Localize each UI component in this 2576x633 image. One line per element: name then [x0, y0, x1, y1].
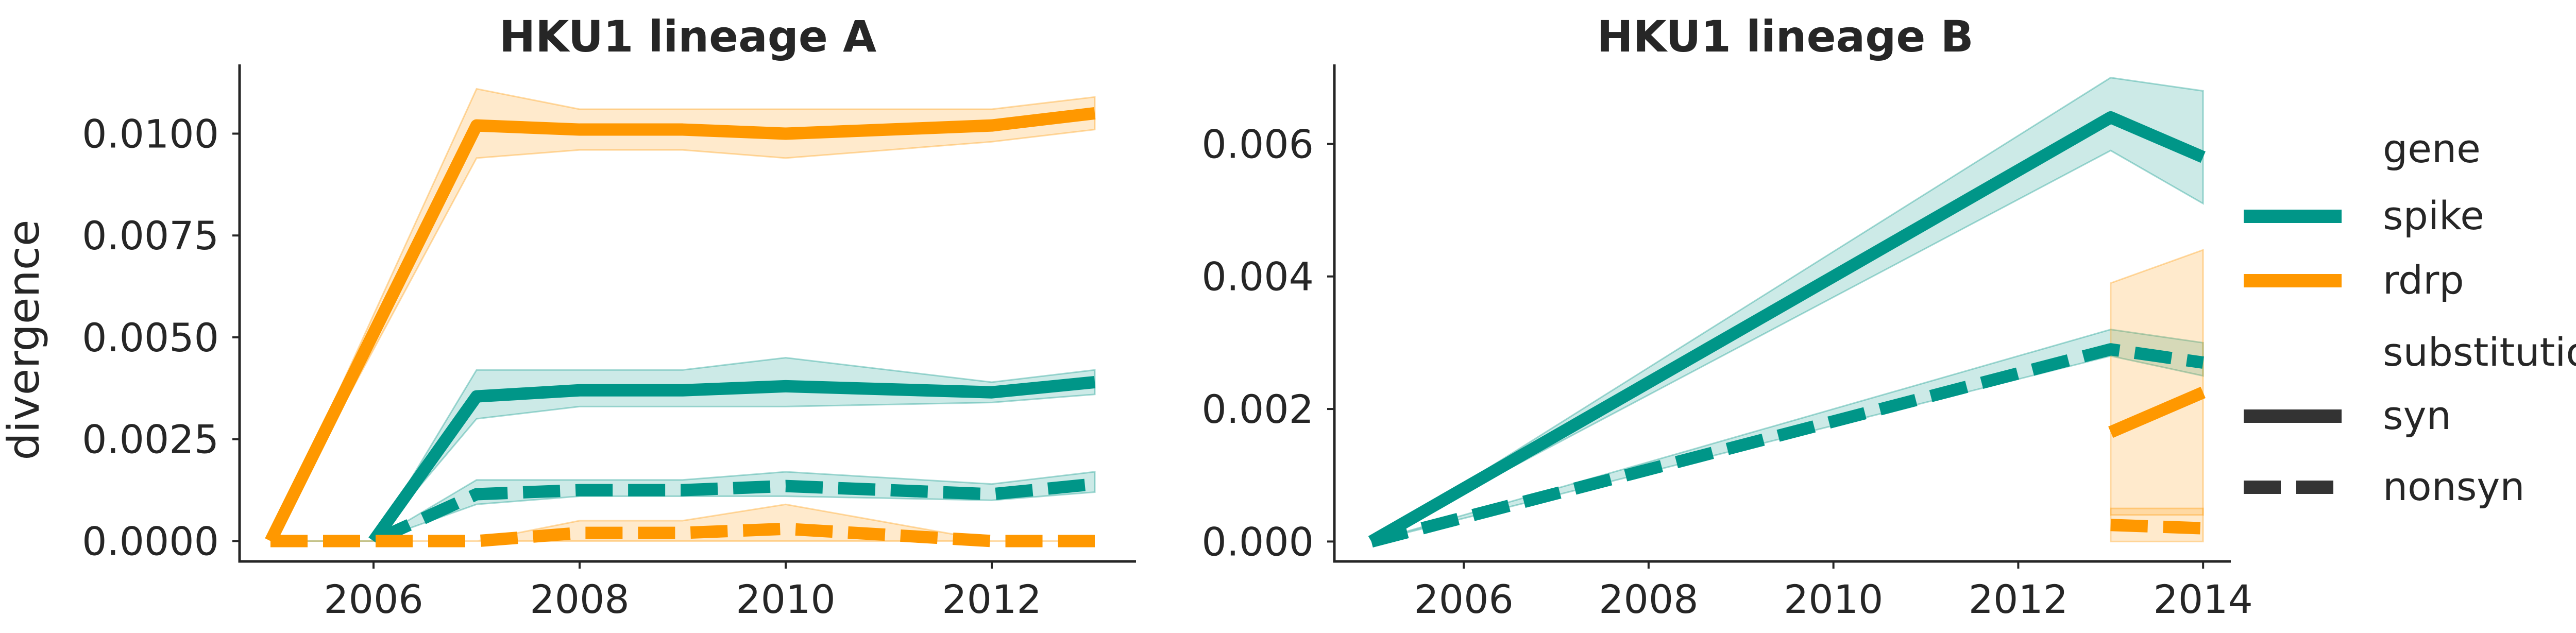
- series-line-spike-nonsyn: [1369, 343, 2204, 548]
- panel-lineage-a: HKU1 lineage A divergence 2006 2008 2010 20…: [0, 11, 1136, 622]
- ticks-lineage-a: 2006 2008 2010 2012 0.0000 0.0025 0.0050 0.0075…: [82, 111, 1042, 622]
- legend-heading-substitution: substitution: [2383, 329, 2576, 375]
- panel-title-lineage-b: HKU1 lineage B: [1597, 11, 1973, 62]
- y-tick-label: 0.0025: [82, 417, 219, 463]
- y-tick-label: 0.0075: [82, 213, 219, 259]
- ci-band-rdrp-nonsyn: [270, 503, 1095, 542]
- legend-label-nonsyn: nonsyn: [2383, 464, 2525, 509]
- series-line-rdrp-nonsyn: [2110, 519, 2204, 535]
- legend-heading-gene: gene: [2383, 126, 2481, 172]
- x-tick-label: 2006: [324, 576, 423, 622]
- series-lines-lineage-a: [265, 107, 1096, 548]
- series-line-spike-syn: [368, 376, 1096, 545]
- series-line-rdrp-syn: [2108, 386, 2206, 438]
- ci-band-rdrp-syn: [2110, 249, 2204, 516]
- ci-band-rdrp-syn: [269, 88, 1096, 542]
- ticks-lineage-b: 2006 2008 2010 2012 2014 0.000 0.002 0.004 0.006: [1201, 121, 2252, 622]
- x-tick-label: 2010: [1784, 576, 1883, 622]
- series-line-spike-syn: [1368, 111, 2206, 547]
- y-axis-label-divergence: divergence: [0, 219, 49, 460]
- legend: gene spike rdrp substitution syn nonsyn: [2244, 126, 2576, 509]
- ci-bands-lineage-a: [269, 88, 1096, 542]
- series-line-rdrp-syn: [265, 107, 1096, 544]
- y-tick-label: 0.000: [1201, 519, 1314, 564]
- axes-lineage-b: [1333, 64, 2231, 563]
- x-tick-label: 2012: [942, 576, 1041, 622]
- panel-title-lineage-a: HKU1 lineage A: [499, 11, 876, 62]
- y-tick-label: 0.006: [1201, 121, 1314, 167]
- y-tick-label: 0.0000: [82, 518, 219, 564]
- legend-label-rdrp: rdrp: [2383, 257, 2464, 303]
- y-tick-label: 0.004: [1201, 254, 1314, 300]
- x-tick-label: 2010: [736, 576, 835, 622]
- series-lines-lineage-b: [1368, 111, 2206, 548]
- x-tick-label: 2006: [1414, 576, 1513, 622]
- axes-lineage-a: [238, 64, 1136, 563]
- x-tick-label: 2012: [1969, 576, 2068, 622]
- series-line-spike-nonsyn: [270, 477, 1096, 548]
- legend-label-spike: spike: [2383, 193, 2484, 238]
- x-tick-label: 2008: [1599, 576, 1698, 622]
- x-tick-label: 2008: [530, 576, 629, 622]
- y-tick-label: 0.0100: [82, 111, 219, 157]
- panel-lineage-b: HKU1 lineage B 2006 2008 2010 2012 2014 0.000…: [1201, 11, 2252, 622]
- legend-label-syn: syn: [2383, 392, 2451, 438]
- y-tick-label: 0.0050: [82, 315, 219, 361]
- y-tick-label: 0.002: [1201, 386, 1314, 432]
- x-tick-label: 2014: [2153, 576, 2252, 622]
